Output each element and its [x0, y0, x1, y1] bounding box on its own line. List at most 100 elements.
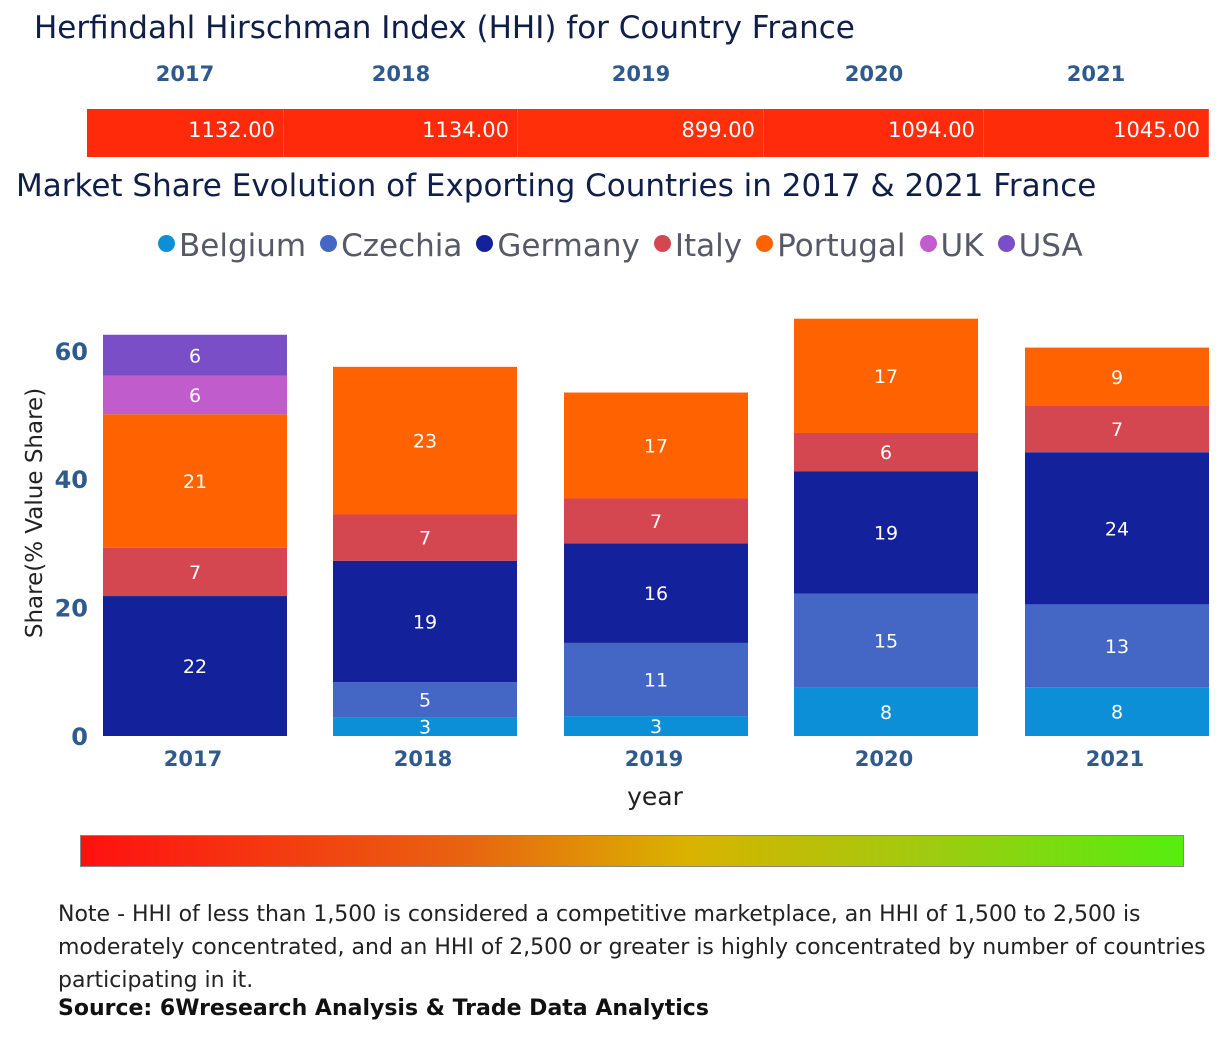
hhi-value: 1094.00 [888, 118, 975, 142]
x-tick-label: 2021 [1086, 747, 1144, 771]
data-label: 11 [644, 670, 668, 692]
hhi-year-label: 2021 [1066, 62, 1126, 86]
legend-label: Belgium [179, 228, 307, 264]
data-label: 6 [880, 442, 892, 464]
stacked-bar-chart: 0 20 40 60 Share(% Value Share) 22 7 21 6 6 2017 3 5… [22, 318, 1209, 811]
legend-swatch [476, 235, 494, 252]
data-label: 7 [419, 528, 431, 550]
hhi-year-label: 2020 [844, 62, 904, 86]
data-label: 7 [189, 562, 201, 584]
data-label: 3 [419, 717, 431, 739]
hhi-band: 1132.00 1134.00 899.00 1094.00 1045.00 [87, 109, 1209, 157]
hhi-cell: 1132.00 [87, 109, 284, 157]
hhi-cell: 1094.00 [764, 109, 984, 157]
hhi-value: 1132.00 [188, 118, 275, 142]
bar-segment [333, 560, 517, 683]
hhi-title: Herfindahl Hirschman Index (HHI) for Cou… [34, 10, 855, 46]
footnote: Note - HHI of less than 1,500 is conside… [58, 902, 1206, 993]
x-tick-label: 2020 [855, 747, 913, 771]
bar-segment [333, 717, 517, 736]
y-tick-label: 60 [55, 338, 88, 366]
data-label: 8 [880, 702, 892, 724]
data-label: 16 [644, 583, 668, 605]
data-label: 7 [650, 511, 662, 533]
hhi-cell: 899.00 [518, 109, 764, 157]
hhi-cell: 1134.00 [284, 109, 518, 157]
legend-item: UK [919, 228, 984, 264]
bar-segment [1025, 687, 1209, 736]
chart-title: Market Share Evolution of Exporting Coun… [16, 168, 1097, 204]
data-label: 6 [189, 345, 201, 367]
bar-segment [794, 471, 978, 594]
legend-swatch [320, 235, 338, 252]
hhi-value: 1134.00 [422, 118, 509, 142]
hhi-cell: 1045.00 [984, 109, 1209, 157]
legend-label: UK [940, 228, 984, 264]
x-tick-label: 2018 [394, 747, 452, 771]
hhi-color-scale [80, 835, 1184, 867]
data-label: 6 [189, 385, 201, 407]
bar-segment [1025, 347, 1209, 407]
legend-label: Portugal [777, 228, 906, 264]
bar-segment [333, 366, 517, 515]
legend-item: Germany [476, 228, 640, 264]
data-label: 9 [1111, 367, 1123, 389]
legend-swatch [919, 235, 937, 252]
data-label: 22 [183, 656, 207, 678]
legend-swatch [756, 235, 774, 252]
data-label: 13 [1105, 636, 1129, 658]
legend-item: Czechia [320, 228, 462, 264]
hhi-value: 1045.00 [1113, 118, 1200, 142]
bar-segment [103, 334, 287, 376]
hhi-year-label: 2017 [155, 62, 215, 86]
data-label: 5 [419, 690, 431, 712]
legend-label: Germany [497, 228, 640, 264]
bar-segment [103, 547, 287, 597]
bar-segment [333, 514, 517, 561]
y-tick-label: 40 [55, 466, 88, 494]
chart-legend: Belgium Czechia Germany Italy Portugal UK USA [158, 228, 1097, 264]
hhi-year-label: 2018 [371, 62, 431, 86]
data-label: 15 [874, 631, 898, 653]
legend-item: Portugal [756, 228, 906, 264]
bar-segment [103, 596, 287, 736]
data-label: 3 [650, 716, 662, 738]
y-axis-title: Share(% Value Share) [22, 388, 48, 638]
x-tick-label: 2019 [625, 747, 683, 771]
data-label: 19 [874, 522, 898, 544]
bar-segment [1025, 604, 1209, 688]
bar-segment [1025, 452, 1209, 605]
legend-item: USA [997, 228, 1083, 264]
bar-segment [564, 498, 748, 544]
bar-segment [794, 593, 978, 688]
data-label: 17 [644, 435, 668, 457]
legend-label: Czechia [341, 228, 463, 264]
legend-item: Belgium [158, 228, 306, 264]
bar-segment [794, 687, 978, 736]
bar-segment [794, 318, 978, 433]
hhi-value: 899.00 [681, 118, 755, 142]
data-label: 23 [413, 431, 437, 453]
legend-swatch [997, 235, 1015, 252]
y-tick-label: 20 [55, 595, 88, 623]
bar-segment [1025, 406, 1209, 453]
bar-segment [103, 414, 287, 548]
data-label: 17 [874, 366, 898, 388]
legend-label: USA [1018, 228, 1083, 264]
source-line: Source: 6Wresearch Analysis & Trade Data… [58, 996, 709, 1021]
data-label: 8 [1111, 702, 1123, 724]
legend-item: Italy [653, 228, 743, 264]
data-label: 21 [183, 471, 207, 493]
bar-segment [564, 716, 748, 736]
bar-segment [333, 682, 517, 718]
legend-label: Italy [674, 228, 743, 264]
data-label: 24 [1105, 518, 1129, 540]
bar-segment [564, 392, 748, 499]
bar-segment [564, 543, 748, 643]
x-tick-label: 2017 [164, 747, 222, 771]
hhi-year-label: 2019 [611, 62, 671, 86]
data-label: 19 [413, 611, 437, 633]
bar-segment [564, 642, 748, 717]
legend-swatch [158, 235, 175, 252]
legend-swatch [653, 235, 671, 252]
